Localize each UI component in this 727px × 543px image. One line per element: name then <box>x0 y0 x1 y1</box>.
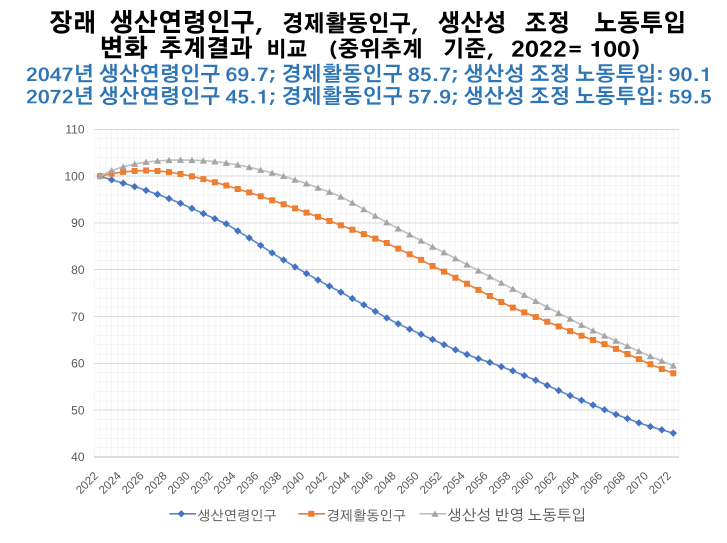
svg-text:70: 70 <box>71 310 85 324</box>
svg-text:100: 100 <box>64 169 84 183</box>
svg-text:60: 60 <box>71 357 85 371</box>
svg-text:50: 50 <box>71 403 85 417</box>
svg-text:90: 90 <box>71 216 85 230</box>
svg-text:110: 110 <box>65 123 84 137</box>
svg-text:40: 40 <box>71 450 85 464</box>
svg-text:80: 80 <box>71 263 85 277</box>
